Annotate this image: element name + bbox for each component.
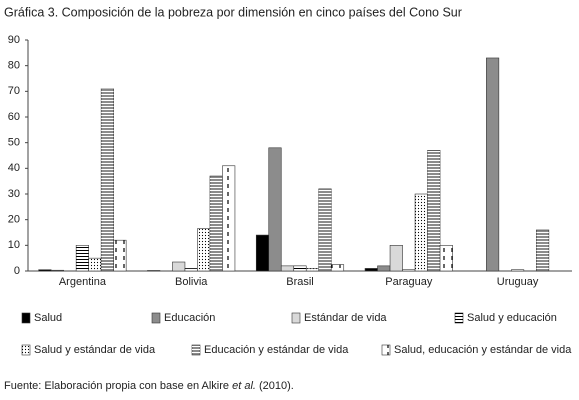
legend-label: Salud bbox=[34, 312, 62, 324]
y-tick-label: 50 bbox=[8, 137, 20, 149]
y-tick-label: 70 bbox=[8, 85, 20, 97]
source-text: Fuente: Elaboración propia con base en A… bbox=[4, 380, 232, 392]
bar bbox=[280, 265, 295, 272]
y-tick-label: 90 bbox=[8, 34, 20, 46]
y-tick-label: 20 bbox=[8, 214, 20, 226]
bar bbox=[50, 269, 64, 272]
y-tick-label: 10 bbox=[8, 239, 20, 251]
bar bbox=[486, 57, 500, 272]
legend-label: Educación bbox=[164, 312, 215, 324]
legend-label: Salud, educación y estándar de vida bbox=[394, 344, 572, 356]
legend-label: Estándar de vida bbox=[304, 312, 387, 324]
bar bbox=[377, 265, 391, 272]
bar bbox=[330, 264, 345, 272]
bar bbox=[100, 88, 114, 272]
legend-label: Educación y estándar de vida bbox=[204, 344, 349, 356]
x-tick-label: Bolivia bbox=[175, 276, 208, 288]
bar bbox=[427, 150, 441, 272]
legend-swatch bbox=[21, 312, 31, 324]
chart-title: Gráfica 3. Composición de la pobreza por… bbox=[4, 5, 462, 19]
legend-swatch bbox=[151, 312, 161, 324]
legend-swatch-pattern bbox=[22, 345, 30, 355]
bar bbox=[439, 245, 453, 272]
source-text: (2010). bbox=[256, 380, 294, 392]
bar bbox=[414, 193, 428, 272]
y-tick-label: 60 bbox=[8, 111, 20, 123]
bar bbox=[197, 228, 211, 272]
bar bbox=[293, 265, 307, 272]
legend-swatch-pattern bbox=[455, 313, 463, 323]
x-tick-label: Brasil bbox=[286, 276, 314, 288]
bar bbox=[268, 147, 282, 272]
bar bbox=[209, 175, 223, 272]
x-tick-label: Paraguay bbox=[385, 276, 433, 288]
bar bbox=[536, 229, 550, 272]
legend-label: Salud y educación bbox=[467, 312, 557, 324]
legend-swatch-pattern bbox=[382, 345, 390, 355]
bar bbox=[222, 165, 236, 272]
y-tick-label: 40 bbox=[8, 162, 20, 174]
bar bbox=[402, 269, 416, 272]
source-note: Fuente: Elaboración propia con base en A… bbox=[4, 380, 294, 392]
y-tick-label: 30 bbox=[8, 188, 20, 200]
bar bbox=[305, 268, 320, 272]
bar bbox=[184, 268, 198, 272]
bar bbox=[38, 269, 52, 272]
bar bbox=[255, 234, 270, 272]
legend-label: Salud y estándar de vida bbox=[34, 344, 156, 356]
bar bbox=[172, 261, 186, 272]
bar bbox=[511, 269, 525, 272]
y-tick-label: 80 bbox=[8, 60, 20, 72]
bar bbox=[318, 188, 332, 272]
bar bbox=[389, 245, 403, 272]
bar bbox=[113, 239, 127, 272]
bar bbox=[75, 245, 89, 272]
bar bbox=[88, 257, 102, 272]
source-text: et al. bbox=[232, 380, 256, 392]
x-tick-label: Uruguay bbox=[497, 276, 539, 288]
y-tick-label: 0 bbox=[14, 265, 20, 277]
bar bbox=[147, 270, 161, 272]
bar bbox=[364, 268, 378, 272]
legend-swatch-pattern bbox=[192, 345, 200, 355]
legend-swatch bbox=[291, 312, 301, 324]
x-tick-label: Argentina bbox=[59, 276, 107, 288]
